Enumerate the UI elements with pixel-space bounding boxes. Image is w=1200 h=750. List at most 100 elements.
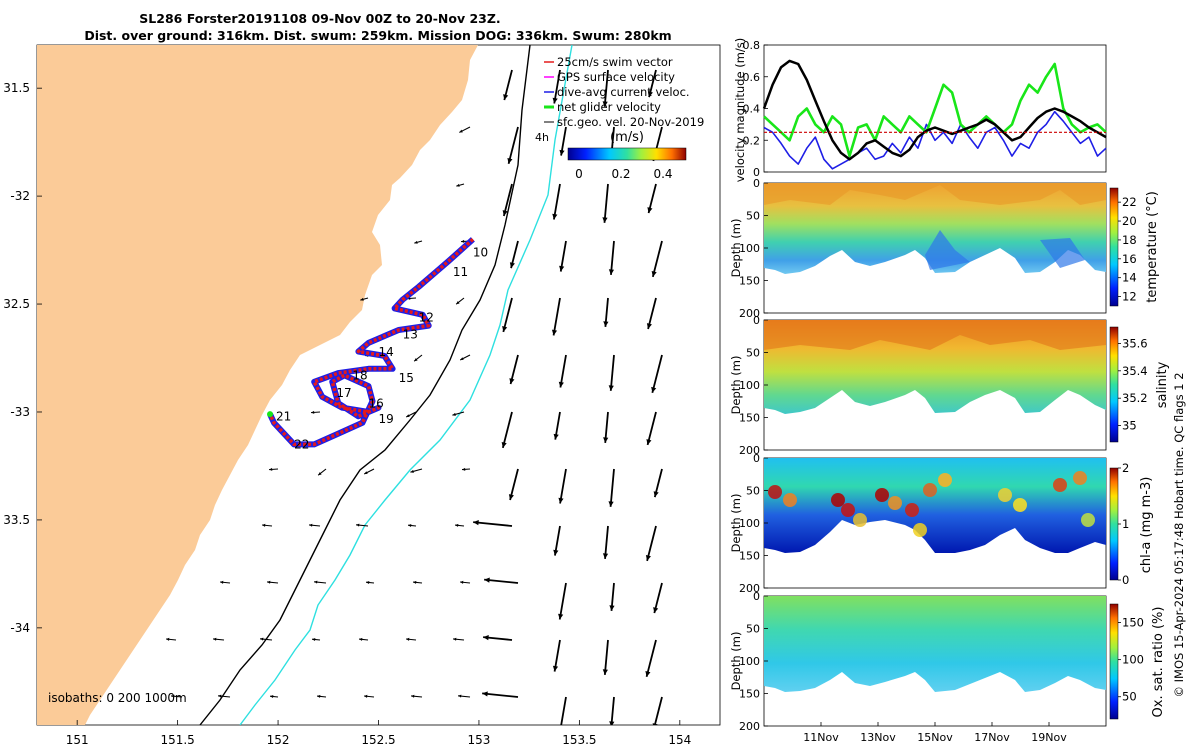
geostrophic-arrowhead bbox=[461, 239, 465, 243]
colorbar-tick-label: 2 bbox=[1122, 461, 1129, 475]
geostrophic-arrowhead bbox=[473, 520, 479, 526]
geostrophic-arrow bbox=[502, 183, 513, 217]
credit-line: © IMOS 15-Apr-2024 05:17:48 Hobart time.… bbox=[1172, 372, 1186, 697]
geostrophic-arrow bbox=[553, 69, 561, 104]
depth-tick-label: 150 bbox=[739, 275, 760, 288]
velocity-ylabel: velocity magnitude (m/s) bbox=[733, 38, 747, 183]
geostrophic-arrowhead bbox=[552, 97, 558, 104]
depth-tick-label: 0 bbox=[753, 177, 760, 190]
colorbar-tick-02: 0.2 bbox=[611, 167, 630, 181]
legend-swim-vector: 25cm/s swim vector bbox=[544, 55, 673, 69]
geostrophic-arrowhead bbox=[452, 412, 456, 416]
chl-colorbar bbox=[1109, 467, 1119, 581]
geostrophic-arrowhead bbox=[359, 637, 363, 641]
track-end-marker bbox=[267, 411, 274, 418]
temperature-ylabel: Depth (m) bbox=[729, 219, 743, 278]
chl-blob bbox=[888, 496, 902, 510]
colorbar-tick-label: 35 bbox=[1122, 419, 1137, 433]
geostrophic-arrowhead bbox=[406, 414, 410, 417]
geostrophic-arrowhead bbox=[459, 129, 463, 133]
chl-blob bbox=[841, 503, 855, 517]
geostrophic-arrowhead bbox=[314, 580, 318, 584]
day-label: 12 bbox=[419, 310, 434, 324]
temperature-panel: 0 50 100 150 200 Depth (m) 12 14 16 18 20 22 temp… bbox=[729, 177, 1160, 320]
colorbar-tick-label: 150 bbox=[1122, 616, 1144, 630]
isobath-1000m bbox=[239, 45, 573, 725]
geostrophic-arrowhead bbox=[455, 523, 459, 527]
map-x-tick-label: 151 bbox=[66, 733, 89, 747]
depth-tick-label: 50 bbox=[746, 485, 760, 498]
day-label: 17 bbox=[336, 386, 351, 400]
geostrophic-arrow bbox=[484, 578, 519, 584]
day-label: 14 bbox=[379, 345, 394, 359]
velocity-panel: 0 0.2 0.4 0.6 0.8 velocity magnitude (m/s) bbox=[733, 38, 1107, 183]
time-tick-label: 13Nov bbox=[860, 731, 896, 744]
depth-tick-label: 200 bbox=[739, 307, 760, 320]
geostrophic-arrowhead bbox=[502, 210, 508, 216]
chl-y-ticks: 0 50 100 150 200 bbox=[739, 452, 768, 595]
geostrophic-arrowhead bbox=[462, 467, 466, 471]
geostrophic-arrowhead bbox=[602, 553, 609, 559]
geostrophic-arrowhead bbox=[645, 670, 651, 677]
glider-track bbox=[267, 237, 475, 448]
geostrophic-arrowhead bbox=[559, 149, 565, 156]
geostrophic-arrow bbox=[603, 69, 609, 107]
geostrophic-arrow bbox=[558, 582, 567, 620]
isobath-200m bbox=[199, 45, 531, 725]
chl-blob bbox=[1081, 513, 1095, 527]
temperature-y-ticks: 0 50 100 150 200 bbox=[739, 177, 768, 320]
geostrophic-arrow bbox=[651, 240, 663, 278]
geostrophic-arrow bbox=[501, 411, 513, 449]
depth-tick-label: 0 bbox=[753, 452, 760, 465]
geostrophic-arrowhead bbox=[456, 183, 460, 187]
geostrophic-arrowhead bbox=[218, 694, 222, 698]
colorbar-tick-04: 0.4 bbox=[653, 167, 672, 181]
geostrophic-arrowhead bbox=[408, 524, 412, 528]
colorbar-tick-label: 0 bbox=[1122, 573, 1129, 587]
colorbar-tick-0: 0 bbox=[575, 167, 583, 181]
salinity-colorbar-label: salinity bbox=[1155, 361, 1170, 408]
map-x-tick-label: 154 bbox=[668, 733, 691, 747]
geostrophic-arrowhead bbox=[647, 207, 653, 214]
geostrophic-arrow bbox=[502, 297, 513, 333]
colorbar-tick-label: 50 bbox=[1122, 690, 1137, 704]
geostrophic-arrow bbox=[651, 354, 663, 394]
svg-text:dive-avg current veloc.: dive-avg current veloc. bbox=[557, 85, 690, 99]
depth-tick-label: 50 bbox=[746, 347, 760, 360]
geostrophic-arrowhead bbox=[646, 323, 652, 330]
map-x-tick-label: 152 bbox=[267, 733, 290, 747]
depth-tick-label: 200 bbox=[739, 720, 760, 733]
colorbar-tick-label: 16 bbox=[1122, 252, 1137, 266]
salinity-colorbar bbox=[1109, 326, 1119, 443]
chl-blob bbox=[853, 513, 867, 527]
colorbar-tick-label: 1 bbox=[1122, 517, 1129, 531]
geostrophic-arrowhead bbox=[508, 494, 514, 501]
geostrophic-arrowhead bbox=[653, 607, 659, 614]
chl-blob bbox=[1013, 498, 1027, 512]
geostrophic-arrow bbox=[473, 521, 513, 527]
colorbar-tick-label: 35.6 bbox=[1122, 336, 1148, 350]
chl-blob bbox=[875, 488, 889, 502]
geostrophic-arrowhead bbox=[366, 581, 370, 585]
map-y-tick-label: 32.5 bbox=[3, 297, 30, 311]
geostrophic-arrowhead bbox=[171, 694, 175, 698]
depth-tick-label: 100 bbox=[739, 517, 760, 530]
geostrophic-arrowhead bbox=[609, 721, 615, 725]
day-label: 16 bbox=[368, 397, 383, 411]
geostrophic-arrowhead bbox=[651, 386, 657, 393]
geostrophic-arrowhead bbox=[456, 301, 460, 305]
oxygen-colorbar bbox=[1109, 603, 1119, 720]
temperature-field bbox=[764, 183, 1106, 274]
salinity-panel: 0 50 100 150 200 Depth (m) 35 35.2 35.4 35.6 sa… bbox=[729, 314, 1170, 457]
map-y-ticks: 31.5 -32 32.5 -33 33.5 -34 bbox=[3, 81, 42, 635]
day-label: 10 bbox=[473, 246, 488, 260]
geostrophic-arrowhead bbox=[262, 523, 266, 527]
map-legend: 25cm/s swim vector GPS surface velocity … bbox=[535, 55, 704, 181]
depth-tick-label: 200 bbox=[739, 582, 760, 595]
map-panel: 151 151.5 152 152.5 153 153.5 154 31.5 -32 32.5 -… bbox=[3, 44, 721, 747]
geostrophic-arrowhead bbox=[608, 269, 615, 275]
land-mass bbox=[37, 45, 478, 725]
chl-blob bbox=[938, 473, 952, 487]
geostrophic-arrowhead bbox=[411, 694, 415, 698]
